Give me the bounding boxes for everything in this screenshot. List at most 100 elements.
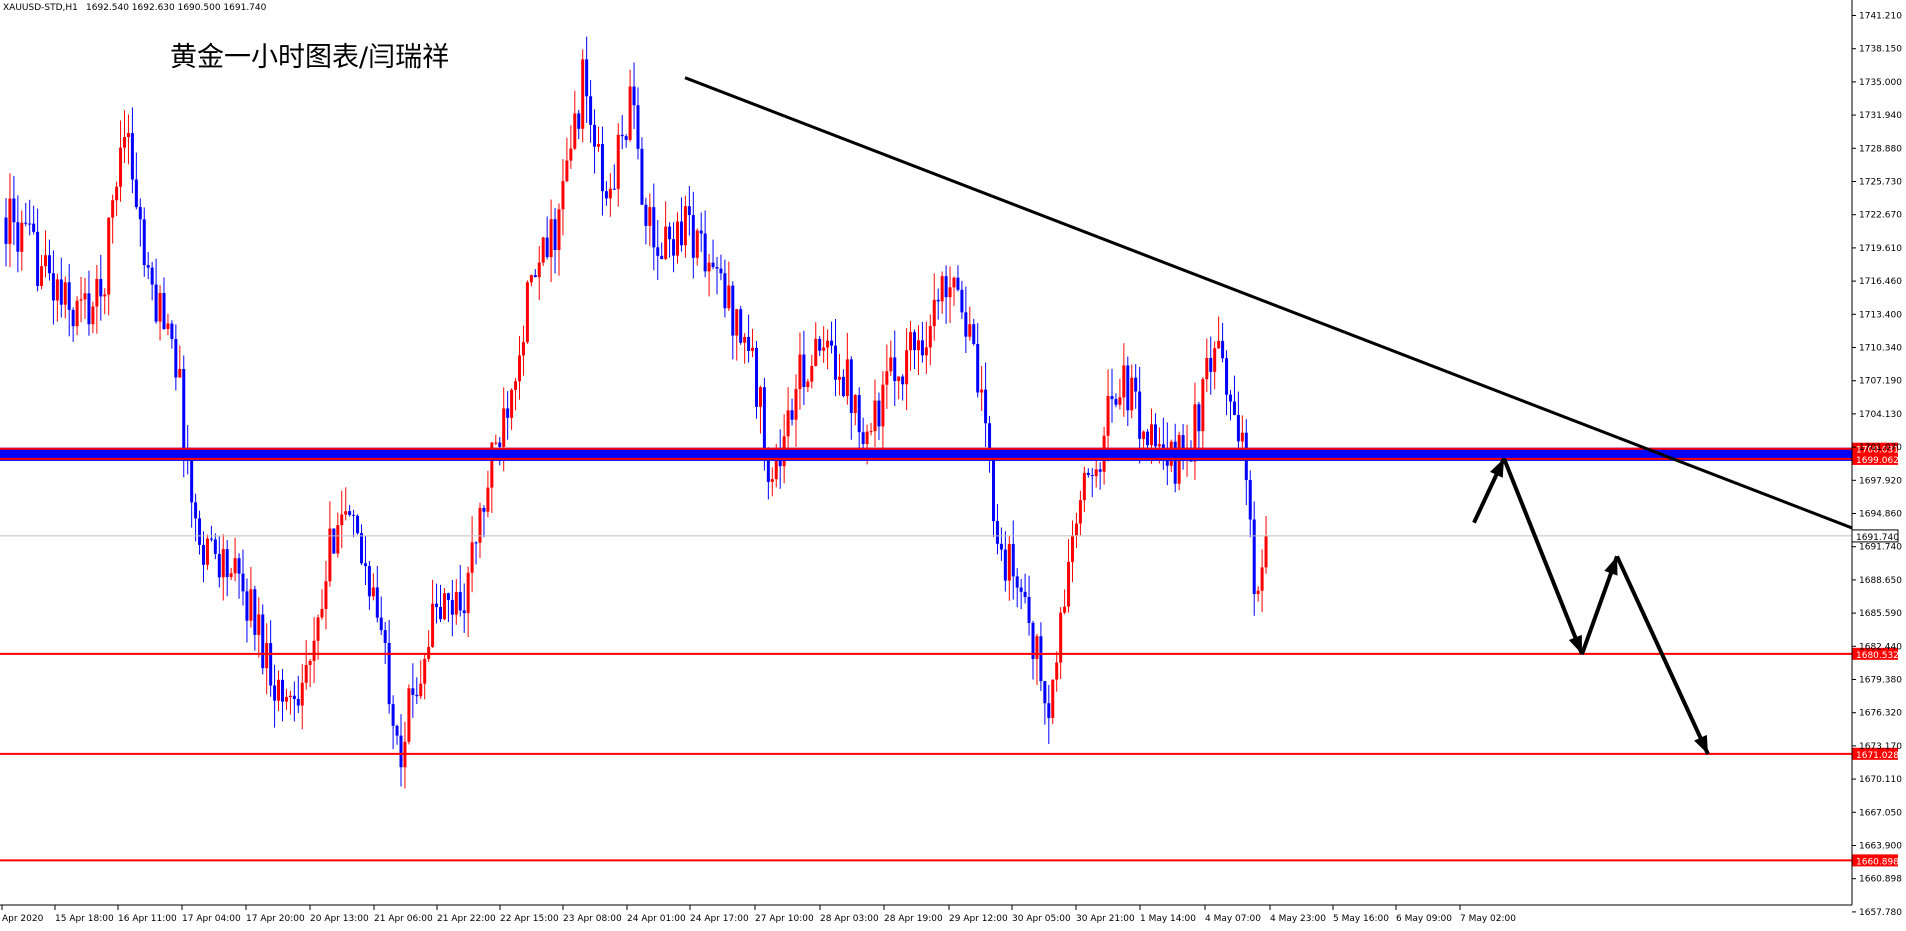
candle-body [158, 293, 162, 322]
price-tick-label: 1697.920 [1859, 476, 1902, 486]
candle-body [146, 265, 150, 268]
candle-body [190, 456, 194, 503]
candle-body [774, 453, 778, 480]
candle-body [198, 518, 202, 545]
candle-body [1157, 444, 1161, 447]
candle-body [869, 431, 873, 433]
candle-body [490, 442, 494, 488]
time-tick-label: 24 Apr 01:00 [627, 914, 686, 924]
price-tick-label: 1741.210 [1859, 12, 1902, 22]
candle-body [1055, 662, 1059, 680]
candle-body [952, 277, 956, 288]
candle-body [624, 136, 628, 140]
candle-body [202, 544, 205, 565]
candle-body [1118, 397, 1122, 405]
time-tick-label: 7 May 02:00 [1460, 914, 1516, 924]
candle-body [87, 293, 91, 325]
candle-body [525, 282, 529, 343]
candle-body [893, 357, 897, 382]
current-price-label: 1691.740 [1856, 533, 1899, 543]
candle-body [885, 371, 889, 385]
candle-body [134, 179, 138, 208]
candle-body [178, 369, 182, 378]
candle-body [616, 134, 620, 189]
price-tick-label: 1667.050 [1859, 808, 1902, 818]
candle-body [55, 279, 59, 301]
candle-body [20, 222, 24, 252]
candle-body [936, 299, 940, 302]
candle-body [269, 643, 273, 686]
candle-body [1063, 606, 1067, 613]
candle-body [63, 282, 67, 305]
candle-body [1138, 391, 1142, 439]
candle-body [1153, 424, 1157, 447]
candle-body [695, 230, 699, 258]
candle-body [909, 332, 913, 351]
projection-arrow [1502, 457, 1584, 655]
candle-body [873, 400, 877, 432]
candle-body [391, 704, 395, 726]
candle-body [632, 86, 636, 106]
level-price-tag [1852, 442, 1898, 455]
candle-body [865, 431, 869, 445]
projection-arrow-head [1604, 556, 1618, 576]
price-tick-label: 1694.860 [1859, 510, 1902, 520]
candle-body [826, 340, 830, 348]
candle-body [881, 384, 885, 427]
candle-body [569, 148, 573, 161]
candle-body [1035, 636, 1039, 659]
time-tick-label: 17 Apr 04:00 [182, 914, 241, 924]
resistance-zone [0, 447, 1852, 461]
candle-body [581, 59, 585, 129]
candle-body [257, 614, 261, 635]
candle-body [691, 215, 695, 258]
candle-body [585, 59, 589, 97]
candle-body [111, 200, 115, 218]
candle-body [1161, 444, 1165, 448]
candle-body [739, 309, 743, 343]
candle-body [213, 539, 217, 554]
candle-body [462, 610, 466, 614]
price-tick-label: 1685.590 [1859, 609, 1902, 619]
level-price-label: 1700.031 [1856, 446, 1899, 456]
candle-body [707, 262, 711, 272]
candle-body [573, 113, 577, 149]
time-tick-label: 15 Apr 18:00 [55, 914, 114, 924]
candle-body [419, 683, 423, 697]
time-tick-label: 30 Apr 05:00 [1012, 914, 1071, 924]
candle-body [154, 284, 158, 322]
candle-body [1260, 567, 1264, 591]
candle-body [727, 285, 731, 309]
candle-body [1173, 441, 1177, 484]
candle-body [174, 338, 178, 378]
candle-body [79, 299, 83, 301]
time-tick-label: 16 Apr 11:00 [118, 914, 177, 924]
candle-body [1205, 357, 1209, 380]
candle-body [71, 309, 75, 327]
candle-body [312, 640, 316, 661]
candle-body [1225, 358, 1229, 395]
candle-body [166, 323, 170, 329]
candle-body [316, 617, 320, 641]
candle-body [458, 592, 462, 611]
candle-body [514, 381, 518, 390]
candle-body [130, 133, 134, 180]
candle-body [103, 294, 107, 297]
time-tick-label: 20 Apr 13:00 [310, 914, 369, 924]
candle-body [142, 219, 146, 266]
candle-body [600, 144, 604, 192]
time-axis: Apr 2020 15 Apr 18:00 16 Apr 11:00 17 Apr 0… [0, 904, 1852, 924]
candle-body [972, 324, 976, 345]
candle-body [644, 204, 648, 226]
level-price-tag [1852, 452, 1898, 465]
candle-body [849, 359, 853, 413]
candle-body [565, 160, 569, 182]
candle-body [24, 222, 28, 224]
candle-body [1027, 596, 1031, 623]
candle-body [328, 528, 332, 582]
time-tick-label: 28 Apr 19:00 [884, 914, 943, 924]
candle-body [126, 133, 130, 138]
candle-body [1086, 472, 1090, 476]
candle-body [901, 376, 905, 385]
